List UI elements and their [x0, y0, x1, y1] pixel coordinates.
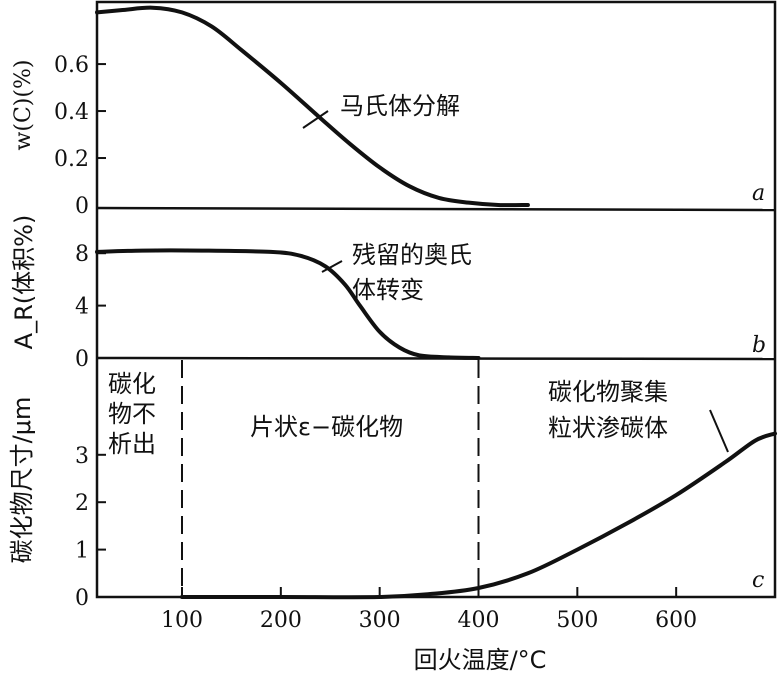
y-tick-label: 0.2: [54, 147, 89, 172]
annotation-cementite-2: 粒状渗碳体: [548, 414, 668, 442]
ylabel-b: A_R(体积%): [10, 215, 38, 350]
panel-label-b: b: [752, 333, 766, 358]
y-tick-label: 8: [75, 242, 89, 267]
x-tick-label: 300: [359, 608, 401, 633]
y-tick-label: 0: [75, 347, 89, 372]
annotation-cementite-1: 碳化物聚集: [548, 378, 668, 406]
y-tick-label: 0.6: [54, 53, 89, 78]
panel-label-c: c: [752, 568, 764, 593]
ylabel-a: w(C)(%): [11, 60, 36, 151]
y-tick-label: 4: [75, 295, 89, 320]
plot-frame: [95, 0, 777, 599]
region-label-3: 析出: [108, 430, 156, 458]
region-label-1: 碳化: [108, 370, 156, 398]
x-tick-label: 100: [161, 608, 203, 633]
series-line-c: [179, 431, 777, 600]
x-tick-label: 600: [655, 608, 697, 633]
y-tick-label: 0: [75, 586, 89, 611]
y-tick-label: 0.4: [54, 100, 89, 125]
annotation-martensite: 马氏体分解: [340, 92, 460, 120]
annotation-austenite-1: 残留的奥氏: [352, 241, 472, 269]
y-tick-label: 2: [75, 491, 89, 516]
panel-label-a: a: [752, 181, 765, 206]
y-tick-label: 1: [75, 539, 89, 564]
annotation-austenite-2: 体转变: [352, 276, 424, 304]
xlabel: 回火温度/°C: [414, 646, 547, 674]
ylabel-c: 碳化物尺寸/μm: [8, 397, 36, 564]
x-tick-label: 500: [556, 608, 598, 633]
y-tick-label: 0: [75, 194, 89, 219]
x-tick-label: 200: [260, 608, 302, 633]
region-label-epsilon: 片状ε−碳化物: [250, 413, 403, 441]
y-tick-label: 3: [75, 444, 89, 469]
series-line-b: [95, 248, 481, 360]
leader-c: [709, 409, 729, 453]
series-line-a: [95, 5, 530, 208]
panel-divider-ab: [96, 206, 776, 212]
x-tick-label: 400: [457, 608, 499, 633]
leader-a: [302, 110, 329, 129]
leader-b: [321, 260, 343, 273]
region-label-2: 物不: [108, 400, 156, 428]
